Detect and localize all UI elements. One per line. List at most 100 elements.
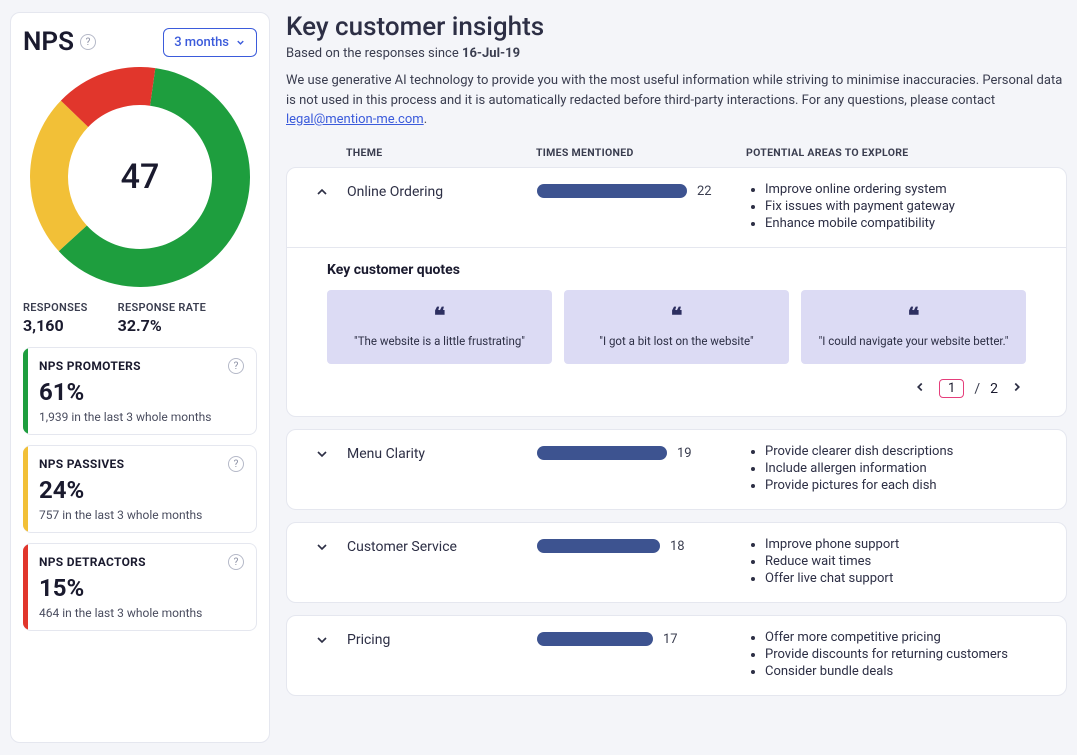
nps-segment-passives[interactable]: NPS PASSIVES ? 24% 757 in the last 3 who… [23, 445, 257, 533]
bar-fill [537, 632, 653, 646]
area-item: Improve online ordering system [765, 182, 1056, 197]
chevron-down-icon [235, 37, 246, 48]
mentions-bar: 18 [537, 537, 747, 554]
quote-card: ❝ "I could navigate your website better.… [801, 290, 1026, 364]
theme-row: Online Ordering 22 Improve online orderi… [287, 168, 1066, 247]
quote-text: "I got a bit lost on the website" [578, 334, 775, 348]
segment-sub: 1,939 in the last 3 whole months [39, 410, 244, 424]
theme-card-2: Customer Service 18 Improve phone suppor… [286, 522, 1067, 603]
segment-stripe [23, 446, 28, 532]
help-icon[interactable]: ? [80, 34, 96, 50]
period-select[interactable]: 3 months [163, 28, 257, 57]
segment-stripe [23, 544, 28, 630]
theme-name: Pricing [347, 630, 537, 648]
segment-pct: 24% [39, 476, 244, 504]
areas-list: Improve phone support Reduce wait times Of… [747, 537, 1056, 586]
area-item: Enhance mobile compatibility [765, 216, 1056, 231]
chevron-up-icon[interactable] [314, 184, 330, 204]
nps-donut: 47 [23, 67, 257, 287]
mentions-count: 17 [663, 632, 678, 647]
quotes-row: ❝ "The website is a little frustrating" … [327, 290, 1026, 364]
theme-name: Online Ordering [347, 182, 537, 200]
quote-text: "The website is a little frustrating" [341, 334, 538, 348]
help-icon[interactable]: ? [228, 456, 244, 472]
response-rate-value: 32.7% [118, 316, 207, 335]
theme-row: Menu Clarity 19 Provide clearer dish des… [287, 430, 1066, 509]
legal-email-link[interactable]: legal@mention-me.com [286, 112, 424, 127]
col-mentions: TIMES MENTIONED [536, 146, 746, 159]
bar-fill [537, 446, 667, 460]
theme-name: Menu Clarity [347, 444, 537, 462]
insights-table-header: THEME TIMES MENTIONED POTENTIAL AREAS TO… [286, 146, 1067, 167]
segment-pct: 15% [39, 574, 244, 602]
theme-card-3: Pricing 17 Offer more competitive pricin… [286, 615, 1067, 696]
chevron-down-icon[interactable] [314, 632, 330, 652]
quote-card: ❝ "I got a bit lost on the website" [564, 290, 789, 364]
theme-card-0: Online Ordering 22 Improve online orderi… [286, 167, 1067, 417]
theme-name: Customer Service [347, 537, 537, 555]
responses-value: 3,160 [23, 316, 88, 335]
help-icon[interactable]: ? [228, 554, 244, 570]
nps-panel: NPS ? 3 months 47 RESPONSES 3,160 RESPON… [10, 12, 270, 743]
area-item: Provide pictures for each dish [765, 478, 1056, 493]
segment-sub: 464 in the last 3 whole months [39, 606, 244, 620]
pager-current: 1 [939, 379, 964, 398]
quote-card: ❝ "The website is a little frustrating" [327, 290, 552, 364]
segment-title: NPS DETRACTORS [39, 555, 146, 569]
nps-stats-row: RESPONSES 3,160 RESPONSE RATE 32.7% [23, 301, 257, 335]
quote-icon: ❝ [578, 306, 775, 328]
quote-icon: ❝ [341, 306, 538, 328]
theme-card-1: Menu Clarity 19 Provide clearer dish des… [286, 429, 1067, 510]
area-item: Fix issues with payment gateway [765, 199, 1056, 214]
mentions-bar: 17 [537, 630, 747, 647]
area-item: Improve phone support [765, 537, 1056, 552]
period-label: 3 months [174, 35, 229, 50]
areas-list: Improve online ordering system Fix issues… [747, 182, 1056, 231]
quote-icon: ❝ [815, 306, 1012, 328]
bar-fill [537, 184, 687, 198]
segment-title: NPS PROMOTERS [39, 359, 141, 373]
area-item: Consider bundle deals [765, 664, 1056, 679]
segment-pct: 61% [39, 378, 244, 406]
area-item: Offer live chat support [765, 571, 1056, 586]
nps-header: NPS ? 3 months [23, 27, 257, 57]
pager-sep: / [974, 381, 980, 397]
quotes-pager: 1 / 2 [327, 378, 1026, 400]
bar-fill [537, 539, 660, 553]
mentions-count: 19 [677, 446, 692, 461]
nps-segment-promoters[interactable]: NPS PROMOTERS ? 61% 1,939 in the last 3 … [23, 347, 257, 435]
area-item: Reduce wait times [765, 554, 1056, 569]
chevron-down-icon[interactable] [314, 539, 330, 559]
donut-seg-passives [30, 101, 88, 252]
mentions-bar: 19 [537, 444, 747, 461]
theme-row: Customer Service 18 Improve phone suppor… [287, 523, 1066, 602]
segment-stripe [23, 348, 28, 434]
insights-panel: Key customer insights Based on the respo… [286, 12, 1067, 743]
col-areas: POTENTIAL AREAS TO EXPLORE [746, 146, 1057, 159]
nps-score: 47 [121, 157, 160, 197]
area-item: Offer more competitive pricing [765, 630, 1056, 645]
area-item: Include allergen information [765, 461, 1056, 476]
segment-title: NPS PASSIVES [39, 457, 124, 471]
help-icon[interactable]: ? [228, 358, 244, 374]
quotes-title: Key customer quotes [327, 262, 1026, 278]
pager-next-button[interactable] [1008, 378, 1026, 400]
quote-text: "I could navigate your website better." [815, 334, 1012, 348]
areas-list: Offer more competitive pricing Provide di… [747, 630, 1056, 679]
area-item: Provide clearer dish descriptions [765, 444, 1056, 459]
page-subtitle: Based on the responses since 16-Jul-19 [286, 46, 1067, 61]
chevron-down-icon[interactable] [314, 446, 330, 466]
mentions-count: 22 [697, 184, 712, 199]
pager-prev-button[interactable] [911, 378, 929, 400]
area-item: Provide discounts for returning customer… [765, 647, 1056, 662]
ai-disclaimer: We use generative AI technology to provi… [286, 71, 1067, 130]
nps-segment-detractors[interactable]: NPS DETRACTORS ? 15% 464 in the last 3 w… [23, 543, 257, 631]
col-theme: THEME [346, 146, 536, 159]
theme-row: Pricing 17 Offer more competitive pricin… [287, 616, 1066, 695]
responses-label: RESPONSES [23, 301, 88, 314]
response-rate-label: RESPONSE RATE [118, 301, 207, 314]
mentions-count: 18 [670, 539, 685, 554]
segment-sub: 757 in the last 3 whole months [39, 508, 244, 522]
pager-total: 2 [990, 381, 998, 397]
areas-list: Provide clearer dish descriptions Include… [747, 444, 1056, 493]
